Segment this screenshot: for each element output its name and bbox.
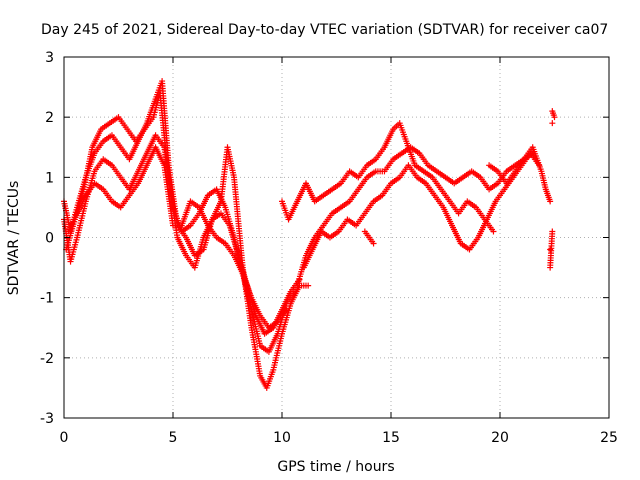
x-tick-label: 20: [491, 430, 509, 446]
y-tick-label: 3: [45, 50, 54, 66]
data-point: [549, 120, 556, 127]
y-axis-ticks: -3 -2 -1 0 1 2 3: [40, 50, 609, 427]
x-tick-label: 5: [169, 430, 178, 446]
y-tick-label: -2: [40, 351, 54, 367]
data-point: [549, 228, 556, 235]
data-point: [551, 114, 558, 121]
y-axis-label: SDTVAR / TECUs: [6, 181, 22, 296]
data-point: [490, 228, 497, 235]
y-tick-label: -1: [40, 291, 54, 307]
data-point: [370, 240, 377, 247]
x-axis-label: GPS time / hours: [277, 459, 394, 475]
x-tick-label: 25: [600, 430, 618, 446]
x-tick-label: 0: [60, 430, 69, 446]
grid-lines: [64, 57, 609, 418]
data-point: [305, 282, 312, 289]
y-tick-label: -3: [40, 411, 54, 427]
chart-title: Day 245 of 2021, Sidereal Day-to-day VTE…: [41, 22, 608, 38]
x-tick-label: 15: [382, 430, 400, 446]
y-tick-label: 2: [45, 110, 54, 126]
data-point: [547, 198, 554, 205]
data-point: [283, 306, 290, 313]
x-axis-ticks: 0 5 10 15 20 25: [60, 57, 618, 446]
x-tick-label: 10: [273, 430, 291, 446]
y-tick-label: 0: [45, 231, 54, 247]
data-points: [61, 78, 558, 391]
data-point: [547, 246, 554, 253]
y-tick-label: 1: [45, 170, 54, 186]
